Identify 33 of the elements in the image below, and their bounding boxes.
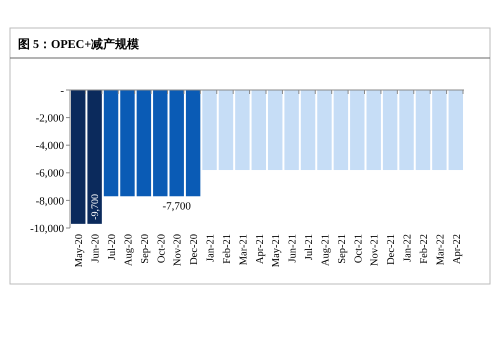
x-tick-label: Jun-21 bbox=[288, 234, 299, 263]
y-tick-label: -6,000 bbox=[36, 168, 64, 180]
x-tick-label: Sep-20 bbox=[140, 234, 151, 264]
x-tick-label: Dec-20 bbox=[189, 234, 200, 265]
y-tick-label: -10,000 bbox=[30, 222, 64, 235]
x-tick-label: Apr-21 bbox=[254, 234, 266, 264]
data-label: -7,700 bbox=[162, 200, 192, 212]
x-tick-label: Apr-22 bbox=[452, 234, 463, 264]
x-tick-label: Feb-21 bbox=[222, 234, 233, 264]
x-tick-label: Feb-22 bbox=[418, 234, 430, 264]
x-tick-label: Sep-21 bbox=[336, 234, 348, 264]
x-tick-label: Nov-20 bbox=[172, 234, 184, 266]
y-tick-label: -8,000 bbox=[36, 195, 64, 208]
y-tick-label: -4,000 bbox=[36, 140, 64, 152]
x-tick-label: Oct-21 bbox=[353, 234, 364, 264]
x-tick-label: May-21 bbox=[271, 234, 282, 268]
data-label: -9,700 bbox=[90, 194, 102, 220]
x-tick-label: May-20 bbox=[74, 234, 86, 268]
x-tick-label: Jan-22 bbox=[402, 234, 414, 262]
chart-title: 图 5：OPEC+减产规模 bbox=[18, 37, 140, 51]
x-tick-label: Nov-21 bbox=[370, 234, 381, 266]
x-tick-label: Mar-22 bbox=[435, 234, 446, 266]
x-tick-label: Aug-21 bbox=[320, 234, 332, 266]
y-tick-label: - bbox=[60, 84, 64, 97]
x-tick-label: Oct-20 bbox=[156, 234, 168, 264]
x-tick-label: Jan-21 bbox=[206, 234, 217, 262]
x-tick-label: Dec-21 bbox=[386, 234, 398, 265]
y-tick-label: -2,000 bbox=[36, 112, 64, 124]
x-tick-label: Jun-20 bbox=[90, 234, 102, 263]
x-tick-label: Jul-21 bbox=[304, 234, 316, 260]
x-tick-label: Jul-20 bbox=[107, 234, 118, 260]
x-tick-label: Aug-20 bbox=[123, 234, 134, 266]
x-tick-label: Mar-21 bbox=[238, 234, 250, 266]
